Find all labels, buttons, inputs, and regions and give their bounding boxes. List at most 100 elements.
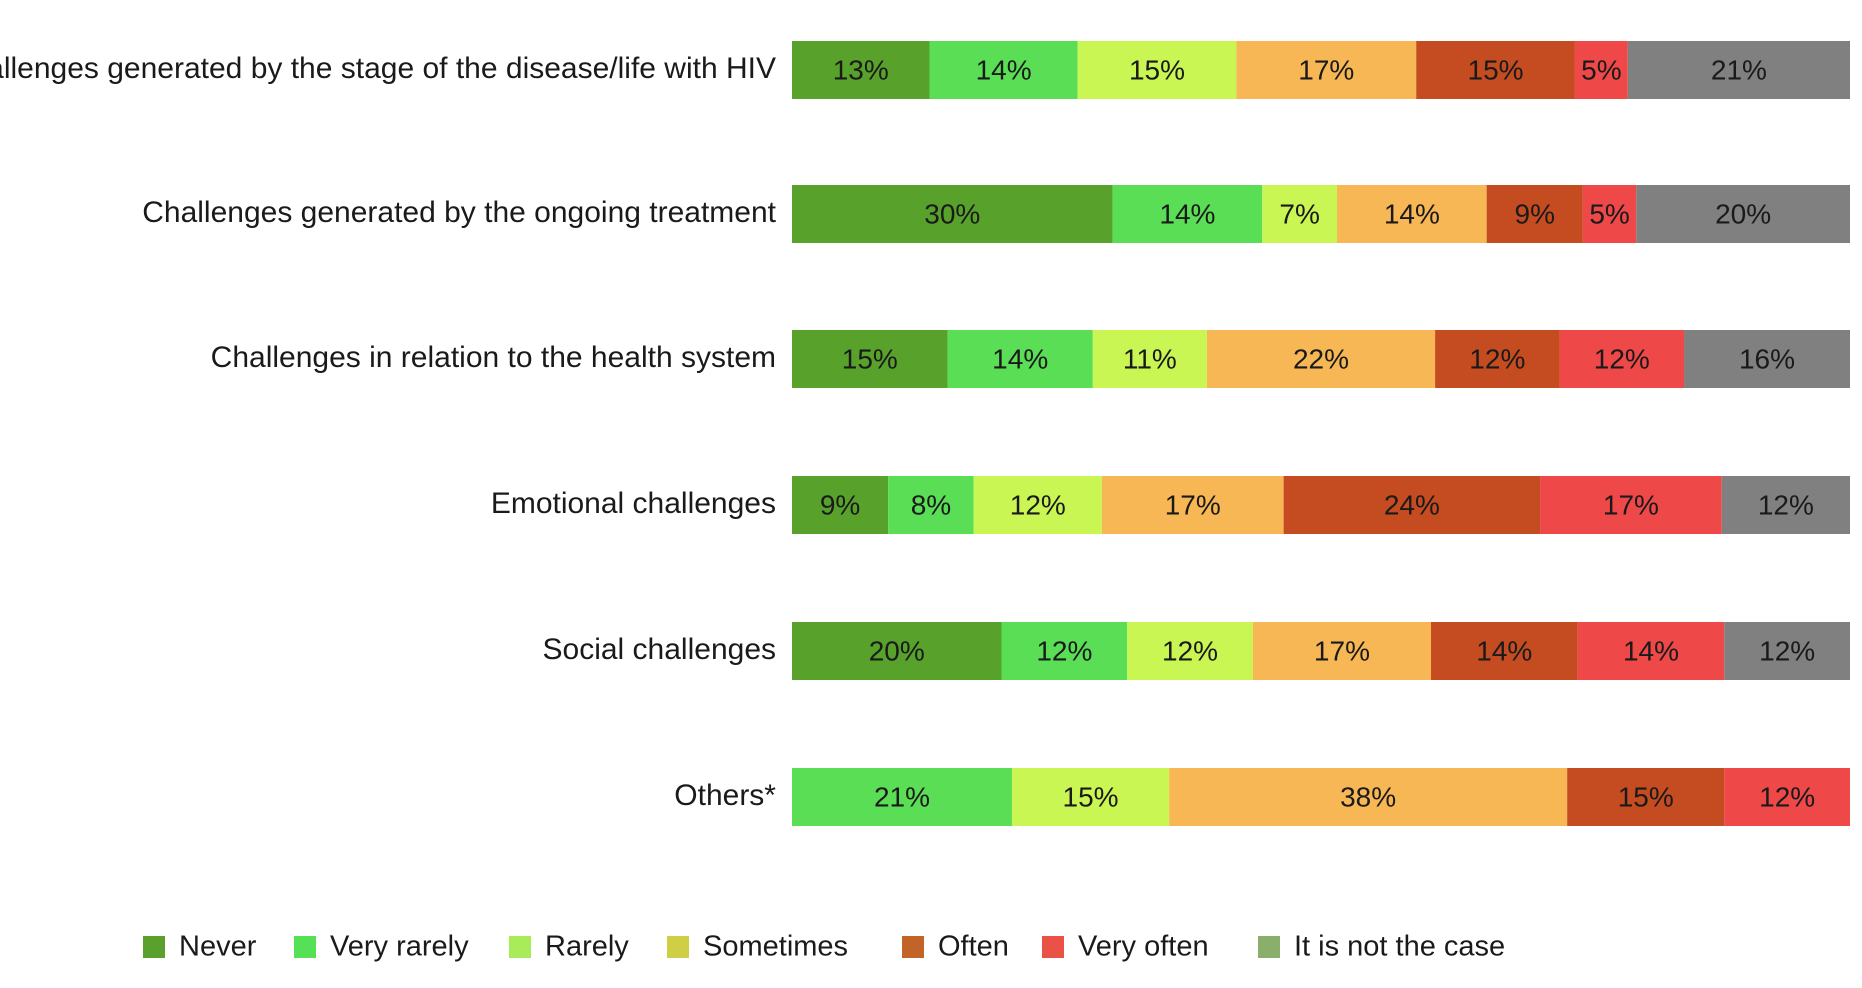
data-label: 14% [1476,635,1532,666]
bar-segment-often [1435,330,1560,388]
bar-segment-very-rarely [888,476,974,534]
legend-label: Often [938,931,1009,963]
data-label: 12% [1162,635,1218,666]
bar-segment-very-often [1540,476,1722,534]
legend-swatch-very-rarely [294,936,316,958]
data-label: 12% [1469,343,1525,374]
bar-segment-sometimes [1101,476,1284,534]
bar-segment-sometimes [1236,41,1417,99]
bar-segment-rarely [1262,185,1338,243]
data-label: 17% [1165,489,1221,520]
bar-segment-sometimes [1337,185,1487,243]
data-label: 15% [842,343,898,374]
data-label: 30% [924,198,980,229]
bar-segment-it-is-not-the-case [1721,476,1850,534]
data-label: 14% [976,54,1032,85]
bar-segment-rarely [1127,622,1253,680]
legend-swatch-often [902,936,924,958]
data-label: 15% [1618,781,1674,812]
data-label: 14% [1623,635,1679,666]
data-label: 21% [874,781,930,812]
bar-segment-very-often [1559,330,1685,388]
legend-label: It is not the case [1294,931,1505,963]
bar-segment-rarely [1077,41,1237,99]
data-label: 12% [1759,635,1815,666]
data-label: 21% [1711,54,1767,85]
data-label: 20% [869,635,925,666]
bar-segment-never [792,41,930,99]
legend: Never Very rarely Rarely Sometimes Often Very… [143,931,1505,963]
data-label: 5% [1589,198,1629,229]
bar-segment-often [1430,622,1578,680]
data-label: 38% [1340,781,1396,812]
bars-group: 13% 14% 15% 17% 15% 5% 21% 30% 14% 7% 14% 9% 5% 20% 15… [792,41,1850,826]
data-label: 12% [1036,635,1092,666]
data-label: 13% [833,54,889,85]
bar-segment-often [1416,41,1575,99]
data-label: 8% [911,489,951,520]
bar-segment-it-is-not-the-case [1684,330,1850,388]
data-label: 12% [1758,489,1814,520]
bar-segment-often [1283,476,1541,534]
data-label: 9% [1515,198,1555,229]
bar-segment-rarely [1092,330,1207,388]
data-label: 15% [1063,781,1119,812]
data-label: 14% [1384,198,1440,229]
legend-swatch-sometimes [667,936,689,958]
bar-segment-never [792,622,1002,680]
legend-label: Very often [1078,931,1209,963]
category-label: Challenges in relation to the health sys… [211,341,776,374]
category-label: Challenges generated by the stage of the… [0,52,776,85]
bar-segment-very-rarely [929,41,1078,99]
category-label: Social challenges [543,633,776,666]
bar-segment-it-is-not-the-case [1636,185,1850,243]
data-label: 12% [1010,489,1066,520]
data-label: 17% [1314,635,1370,666]
bar-segment-sometimes [1206,330,1436,388]
data-label: 17% [1603,489,1659,520]
bar-segment-very-rarely [792,768,1012,826]
data-label: 22% [1293,343,1349,374]
data-label: 15% [1468,54,1524,85]
legend-swatch-rarely [509,936,531,958]
data-label: 12% [1759,781,1815,812]
data-label: 7% [1279,198,1319,229]
bar-segment-never [792,185,1113,243]
data-label: 20% [1715,198,1771,229]
legend-swatch-it-is-not-the-case [1258,936,1280,958]
bar-segment-very-rarely [1001,622,1128,680]
bar-segment-very-rarely [947,330,1093,388]
data-label: 5% [1581,54,1621,85]
bar-segment-often [1486,185,1583,243]
category-label: Challenges generated by the ongoing trea… [142,196,776,229]
bar-segment-rarely [1011,768,1170,826]
data-label: 17% [1298,54,1354,85]
data-label: 11% [1123,343,1177,374]
bar-segment-never [792,476,889,534]
category-labels: Challenges generated by the stage of the… [0,52,777,812]
data-label: 14% [992,343,1048,374]
legend-swatch-never [143,936,165,958]
bar-segment-it-is-not-the-case [1627,41,1850,99]
bar-segment-sometimes [1252,622,1431,680]
bar-segment-very-often [1582,185,1637,243]
bar-segment-very-rarely [1112,185,1263,243]
legend-label: Very rarely [330,931,469,963]
data-label: 16% [1739,343,1795,374]
legend-swatch-very-often [1042,936,1064,958]
bar-segment-it-is-not-the-case [1724,622,1850,680]
legend-label: Sometimes [703,931,848,963]
bar-segment-never [792,330,948,388]
category-label: Others* [674,779,776,812]
data-label: 12% [1594,343,1650,374]
data-label: 14% [1159,198,1215,229]
category-label: Emotional challenges [491,487,776,520]
bar-segment-very-often [1574,41,1628,99]
bar-segment-very-often [1724,768,1850,826]
legend-label: Rarely [545,931,629,963]
legend-label: Never [179,931,257,963]
data-label: 24% [1384,489,1440,520]
bar-segment-sometimes [1169,768,1568,826]
bar-segment-rarely [973,476,1102,534]
